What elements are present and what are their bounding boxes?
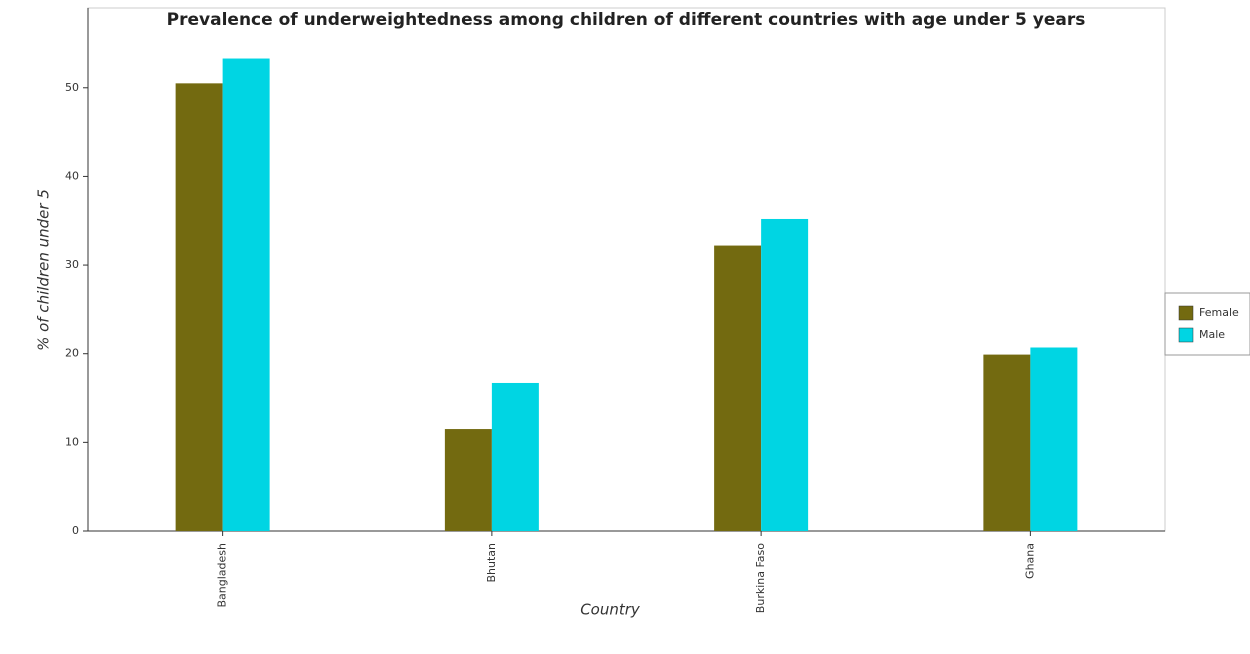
bar [714, 245, 762, 531]
legend-swatch [1178, 327, 1194, 343]
legend-label: Female [1199, 306, 1239, 319]
x-tick-label: Ghana [1023, 543, 1036, 579]
bar [983, 354, 1031, 531]
legend-box [1164, 292, 1250, 356]
bar [761, 218, 809, 531]
bar [1030, 347, 1078, 531]
x-tick-label: Burkina Faso [754, 543, 767, 613]
bar [491, 382, 539, 531]
bar [444, 429, 492, 531]
x-axis-label: Country [580, 601, 641, 619]
bar [222, 58, 270, 531]
bar [175, 83, 223, 531]
y-tick-label: 40 [65, 169, 79, 182]
legend-swatch [1178, 305, 1194, 321]
y-tick-label: 30 [65, 258, 79, 271]
y-axis-label: % of children under 5 [35, 189, 53, 351]
y-tick-label: 50 [65, 81, 79, 94]
legend-label: Male [1199, 328, 1225, 341]
x-tick-label: Bhutan [485, 543, 498, 583]
y-tick-label: 20 [65, 347, 79, 360]
y-tick-label: 0 [72, 524, 79, 537]
y-tick-label: 10 [65, 435, 79, 448]
chart-title: Prevalence of underweightedness among ch… [167, 10, 1086, 30]
x-tick-label: Bangladesh [216, 543, 229, 608]
